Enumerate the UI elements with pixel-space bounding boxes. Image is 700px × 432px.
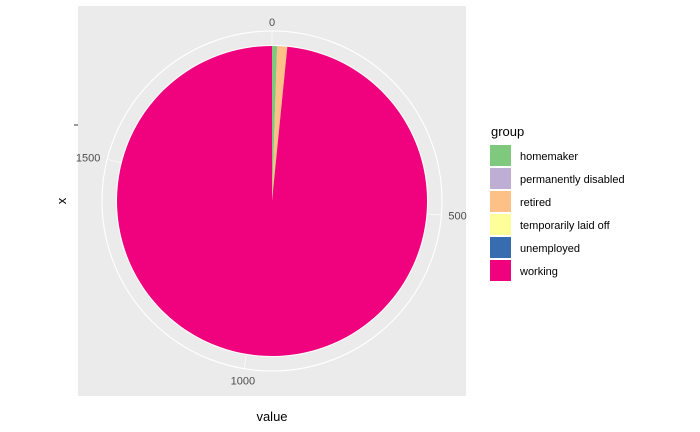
legend-label-permanently-disabled: permanently disabled (520, 174, 625, 186)
legend-label-working: working (519, 266, 558, 278)
theta-tick-label-3: 1500 (76, 153, 100, 165)
pie-slice-homemaker (272, 45, 278, 201)
theta-ticks: 0 500 1000 1500 (76, 17, 467, 388)
legend: group homemaker permanently disabled retir… (490, 124, 625, 281)
legend-key-unemployed (490, 237, 511, 258)
legend-label-unemployed: unemployed (520, 243, 580, 255)
legend-label-homemaker: homemaker (520, 151, 578, 163)
legend-label-temporarily-laid-off: temporarily laid off (520, 220, 611, 232)
legend-key-temporarily-laid-off (490, 214, 511, 235)
theta-tick-label-0: 0 (269, 17, 275, 29)
legend-label-retired: retired (520, 197, 551, 209)
pie-slice-working (117, 46, 428, 357)
pie-slice-retired (272, 46, 288, 201)
legend-key-retired (490, 191, 511, 212)
legend-title: group (491, 124, 524, 139)
legend-key-homemaker (490, 145, 511, 166)
x-axis-title: value (256, 409, 287, 424)
theta-tick-label-2: 1000 (231, 376, 255, 388)
legend-key-working (490, 260, 511, 281)
theta-tick-label-1: 500 (448, 211, 466, 223)
y-axis-title: x (54, 197, 69, 204)
pie-slices (117, 45, 428, 357)
legend-key-permanently-disabled (490, 168, 511, 189)
